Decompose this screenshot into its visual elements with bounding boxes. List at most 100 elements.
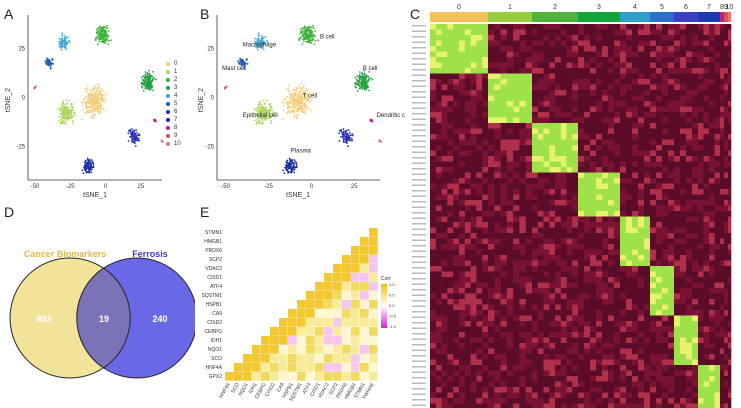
heatmap-cell xyxy=(578,156,585,162)
scatter-point xyxy=(65,48,68,51)
heatmap-cell xyxy=(482,189,489,195)
heatmap-cell xyxy=(608,183,615,190)
scatter-point xyxy=(243,66,246,69)
row-name-mark xyxy=(412,228,426,230)
heatmap-cell xyxy=(453,167,460,173)
scatter-point xyxy=(254,43,257,46)
heatmap-cell xyxy=(578,24,585,30)
heatmap-cell xyxy=(703,216,710,223)
heatmap-cell xyxy=(638,216,645,223)
heatmap-cell xyxy=(698,51,704,58)
legend-swatch xyxy=(166,78,170,82)
row-name-mark xyxy=(412,151,426,153)
heatmap-cell xyxy=(566,271,573,278)
scatter-point xyxy=(149,83,152,86)
heatmap-cell xyxy=(680,249,687,256)
heatmap-cell xyxy=(584,84,591,91)
heatmap-cell xyxy=(555,161,562,168)
heatmap-cell xyxy=(549,134,556,140)
heatmap-cell xyxy=(656,123,663,129)
heatmap-cell xyxy=(470,216,477,223)
heatmap-cell xyxy=(698,117,704,124)
heatmap-cell xyxy=(543,172,550,179)
heatmap-cell xyxy=(435,211,442,217)
scatter-point xyxy=(365,88,368,91)
heatmap-cell xyxy=(488,288,495,294)
heatmap-cell xyxy=(430,29,437,36)
heatmap-cell xyxy=(566,145,573,151)
scatter-point xyxy=(266,99,268,102)
heatmap-cell xyxy=(578,315,585,322)
heatmap-cell xyxy=(650,260,657,267)
heatmap-cell xyxy=(560,145,567,151)
heatmap-cell xyxy=(674,156,681,162)
heatmap-cell xyxy=(513,211,520,217)
heatmap-cell xyxy=(656,24,663,30)
heatmap-cell xyxy=(650,29,657,36)
scatter-point xyxy=(270,119,273,122)
scatter-point xyxy=(263,116,266,119)
heatmap-cell xyxy=(686,222,693,228)
heatmap-cell xyxy=(441,238,448,245)
heatmap-cell xyxy=(435,260,442,267)
row-name-mark xyxy=(412,25,426,27)
heatmap-cell xyxy=(698,211,704,217)
scatter-point xyxy=(92,88,95,91)
scatter-point xyxy=(92,105,94,107)
heatmap-cell xyxy=(724,57,729,63)
heatmap-cell xyxy=(549,161,556,168)
heatmap-cell xyxy=(488,90,495,96)
heatmap-cell xyxy=(686,73,693,80)
heatmap-cell xyxy=(638,57,645,63)
heatmap-cell xyxy=(532,277,539,283)
heatmap-cell xyxy=(447,106,454,113)
heatmap-cell xyxy=(525,24,533,30)
heatmap-cell xyxy=(572,51,579,58)
scatter-point xyxy=(291,106,294,109)
heatmap-cell xyxy=(566,134,573,140)
heatmap-cell xyxy=(698,244,704,250)
heatmap-cell xyxy=(720,24,725,30)
heatmap-cell xyxy=(644,194,651,201)
heatmap-cell xyxy=(532,101,539,107)
heatmap-cell xyxy=(453,95,460,102)
heatmap-cell xyxy=(459,222,466,228)
scatter-point xyxy=(307,28,310,31)
heatmap-cell xyxy=(644,310,651,316)
heatmap-cell xyxy=(532,68,539,74)
heatmap-cell xyxy=(668,260,675,267)
heatmap-cell xyxy=(464,205,471,212)
scatter-point xyxy=(312,34,315,36)
heatmap-cell xyxy=(662,90,669,96)
heatmap-cell xyxy=(555,255,562,261)
scatter-point xyxy=(338,129,341,132)
heatmap-cell xyxy=(703,73,710,80)
heatmap-cell xyxy=(447,205,454,212)
heatmap-cell xyxy=(656,139,663,146)
scatter-point xyxy=(295,105,297,107)
heatmap-cell xyxy=(638,73,645,80)
heatmap-cell xyxy=(578,244,585,250)
scatter-point xyxy=(282,169,284,172)
scatter-point xyxy=(105,38,108,41)
heatmap-cell xyxy=(459,145,466,151)
heatmap-cell xyxy=(441,156,448,162)
heatmap-cell xyxy=(464,216,471,223)
heatmap-cell xyxy=(720,68,725,74)
heatmap-cell xyxy=(656,271,663,278)
heatmap-cell xyxy=(692,271,699,278)
heatmap-cell xyxy=(656,95,663,102)
heatmap-cell xyxy=(674,40,681,47)
heatmap-cell xyxy=(724,194,729,201)
heatmap-cell xyxy=(566,222,573,228)
heatmap-cell xyxy=(703,211,710,217)
heatmap-cell xyxy=(680,112,687,118)
scatter-point xyxy=(146,71,149,74)
heatmap-cell xyxy=(709,277,715,283)
heatmap-cell xyxy=(714,282,721,289)
heatmap-cell xyxy=(476,117,483,124)
heatmap-cell xyxy=(513,90,520,96)
heatmap-cell xyxy=(459,304,466,311)
heatmap-cell xyxy=(650,277,657,283)
heatmap-cell xyxy=(435,51,442,58)
